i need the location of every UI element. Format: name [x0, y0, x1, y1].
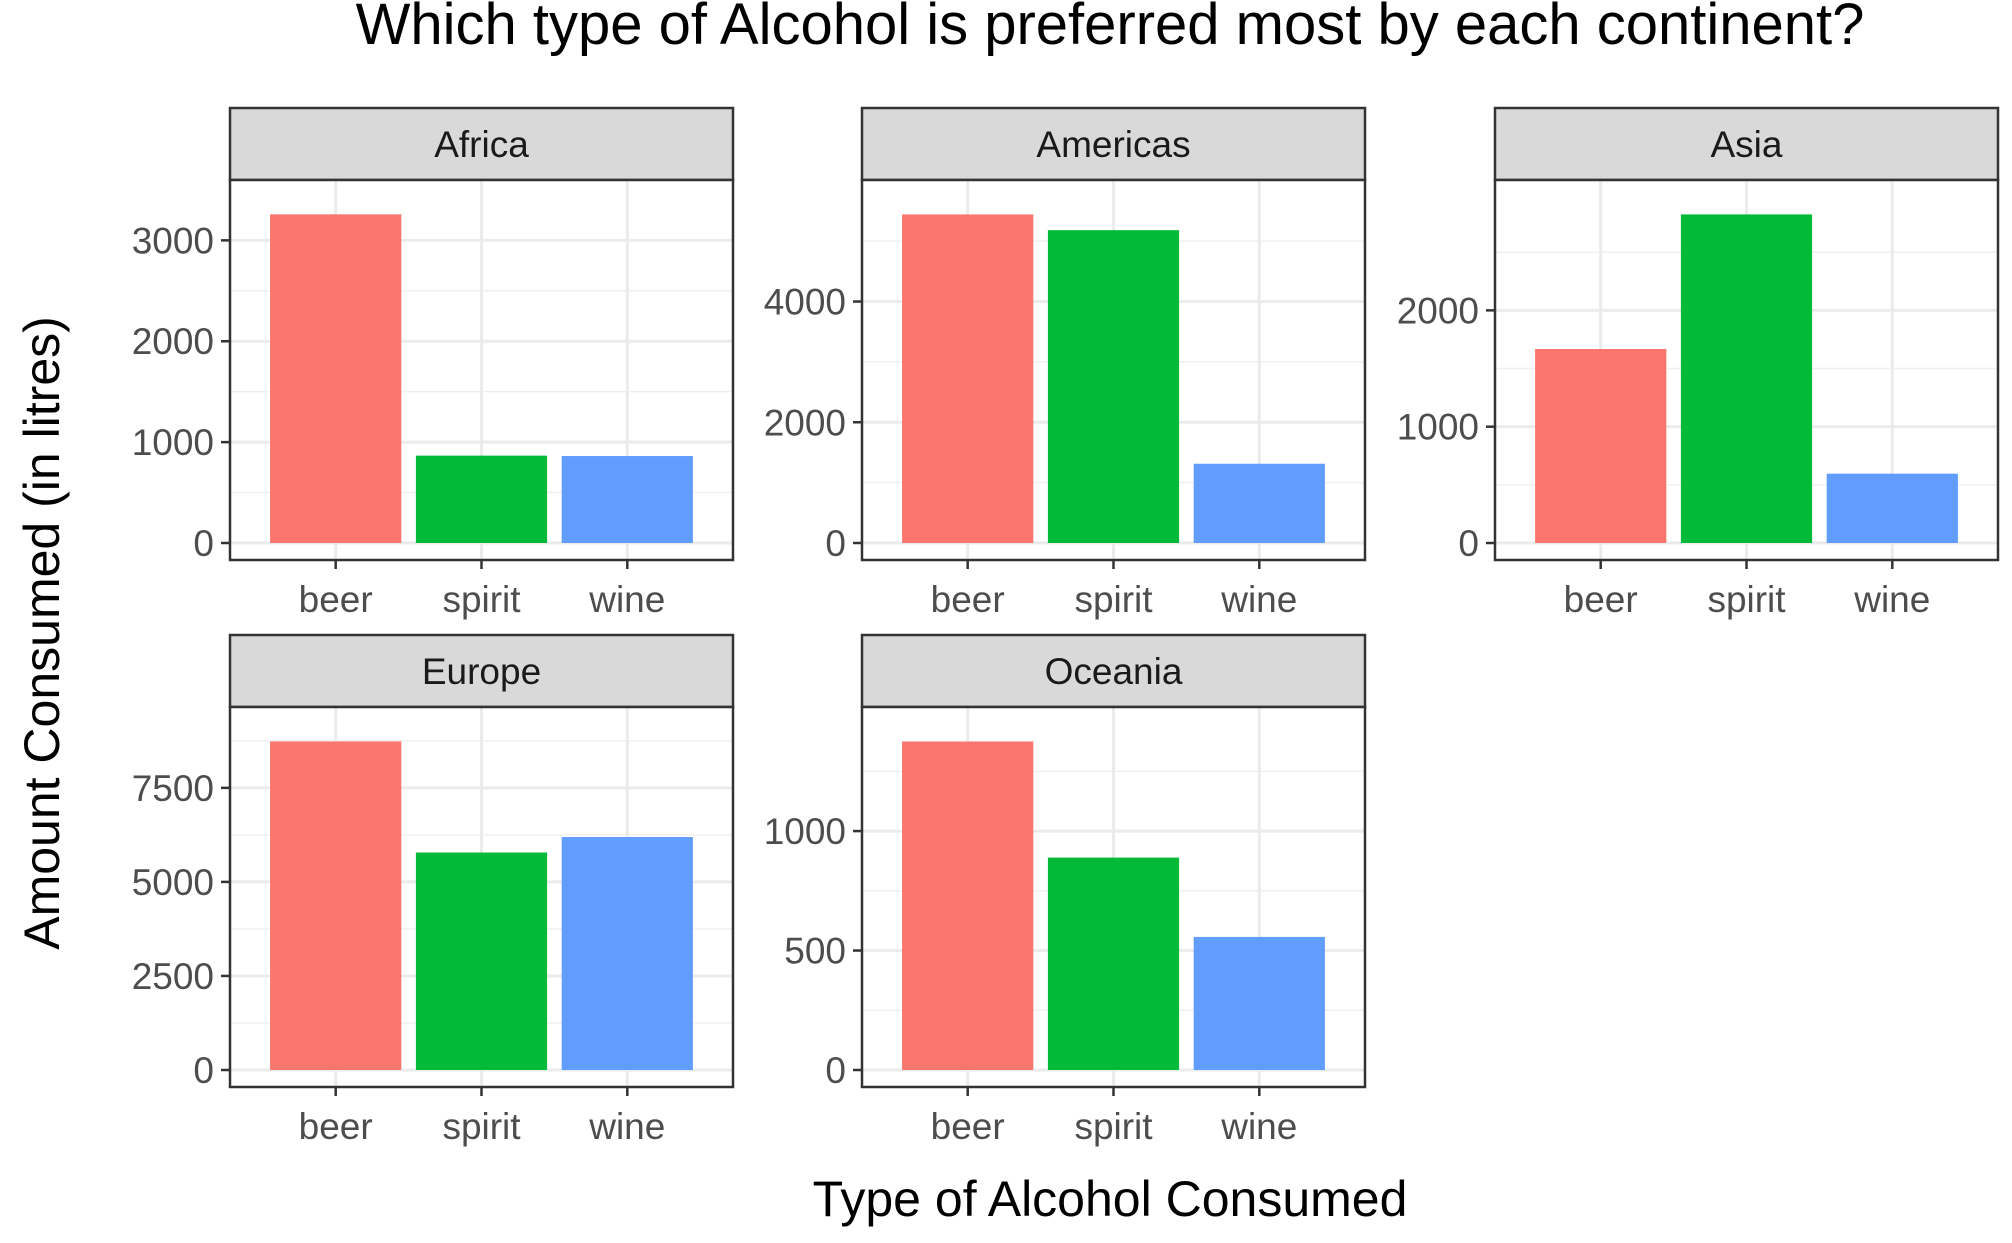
facet-panel-oceania: Oceania 0 500 1000 beer spirit wine — [764, 633, 1367, 1147]
y-tick-label: 1000 — [132, 422, 214, 463]
bar-americas-wine — [1193, 463, 1325, 543]
y-tick-label: 5000 — [132, 862, 214, 903]
y-tick-label: 4000 — [764, 282, 846, 323]
x-tick-label: wine — [1853, 579, 1930, 620]
y-tick-label: 0 — [193, 523, 214, 564]
facet-strip — [228, 633, 735, 709]
x-tick-label: spirit — [442, 1106, 521, 1147]
x-tick-label: beer — [299, 1106, 373, 1147]
x-axis-title: Type of Alcohol Consumed — [813, 1171, 1408, 1227]
facet-strip — [228, 106, 735, 182]
y-tick-label: 2500 — [132, 956, 214, 997]
y-tick-label: 2000 — [1397, 290, 1479, 331]
y-tick-label: 1000 — [764, 811, 846, 852]
facet-strip — [860, 106, 1367, 182]
y-tick-label: 7500 — [132, 768, 214, 809]
y-tick-label: 500 — [784, 931, 846, 972]
y-tick-label: 2000 — [764, 402, 846, 443]
bar-asia-spirit — [1680, 214, 1813, 543]
bar-asia-beer — [1535, 348, 1667, 543]
bar-americas-spirit — [1047, 230, 1180, 544]
x-tick-label: beer — [931, 579, 1005, 620]
facet-panel-africa: Africa 0 1000 2000 3000 beer spirit wine — [132, 106, 735, 620]
bar-africa-spirit — [415, 455, 548, 543]
facet-strip — [1493, 106, 2000, 182]
facet-panel-asia: Asia 0 1000 2000 beer spirit wine — [1397, 106, 2000, 620]
bar-africa-wine — [561, 456, 693, 543]
x-tick-label: beer — [1564, 579, 1638, 620]
facet-panel-americas: Americas 0 2000 4000 beer spirit wine — [764, 106, 1367, 620]
x-tick-label: beer — [931, 1106, 1005, 1147]
bar-europe-beer — [270, 741, 402, 1070]
x-tick-label: spirit — [442, 579, 521, 620]
facet-strip-label: Oceania — [1045, 651, 1183, 692]
y-tick-label: 0 — [825, 523, 846, 564]
facet-strip-label: Africa — [434, 124, 529, 165]
y-tick-label: 1000 — [1397, 407, 1479, 448]
y-tick-label: 0 — [825, 1050, 846, 1091]
facet-strip-label: Europe — [422, 651, 541, 692]
bar-asia-wine — [1826, 473, 1958, 543]
bar-europe-spirit — [415, 852, 548, 1070]
bar-americas-beer — [902, 214, 1034, 543]
facet-strip-label: Asia — [1711, 124, 1783, 165]
facet-strip — [860, 633, 1367, 709]
bar-oceania-beer — [902, 741, 1034, 1070]
x-tick-label: spirit — [1074, 1106, 1153, 1147]
y-axis-title: Amount Consumed (in litres) — [14, 316, 70, 950]
x-tick-label: wine — [588, 579, 665, 620]
bar-oceania-spirit — [1047, 857, 1180, 1070]
x-tick-label: spirit — [1074, 579, 1153, 620]
x-tick-label: wine — [1220, 1106, 1297, 1147]
bar-oceania-wine — [1193, 936, 1325, 1070]
y-tick-label: 0 — [1458, 523, 1479, 564]
facet-strip-label: Americas — [1036, 124, 1190, 165]
x-tick-label: spirit — [1707, 579, 1786, 620]
bar-europe-wine — [561, 837, 693, 1070]
y-tick-label: 3000 — [132, 220, 214, 261]
bar-africa-beer — [270, 214, 402, 543]
x-tick-label: beer — [299, 579, 373, 620]
chart-title: Which type of Alcohol is preferred most … — [356, 0, 1865, 57]
x-tick-label: wine — [588, 1106, 665, 1147]
facet-panel-europe: Europe 0 2500 5000 7500 beer spirit wine — [132, 633, 735, 1147]
y-tick-label: 0 — [193, 1050, 214, 1091]
x-tick-label: wine — [1220, 579, 1297, 620]
y-tick-label: 2000 — [132, 321, 214, 362]
